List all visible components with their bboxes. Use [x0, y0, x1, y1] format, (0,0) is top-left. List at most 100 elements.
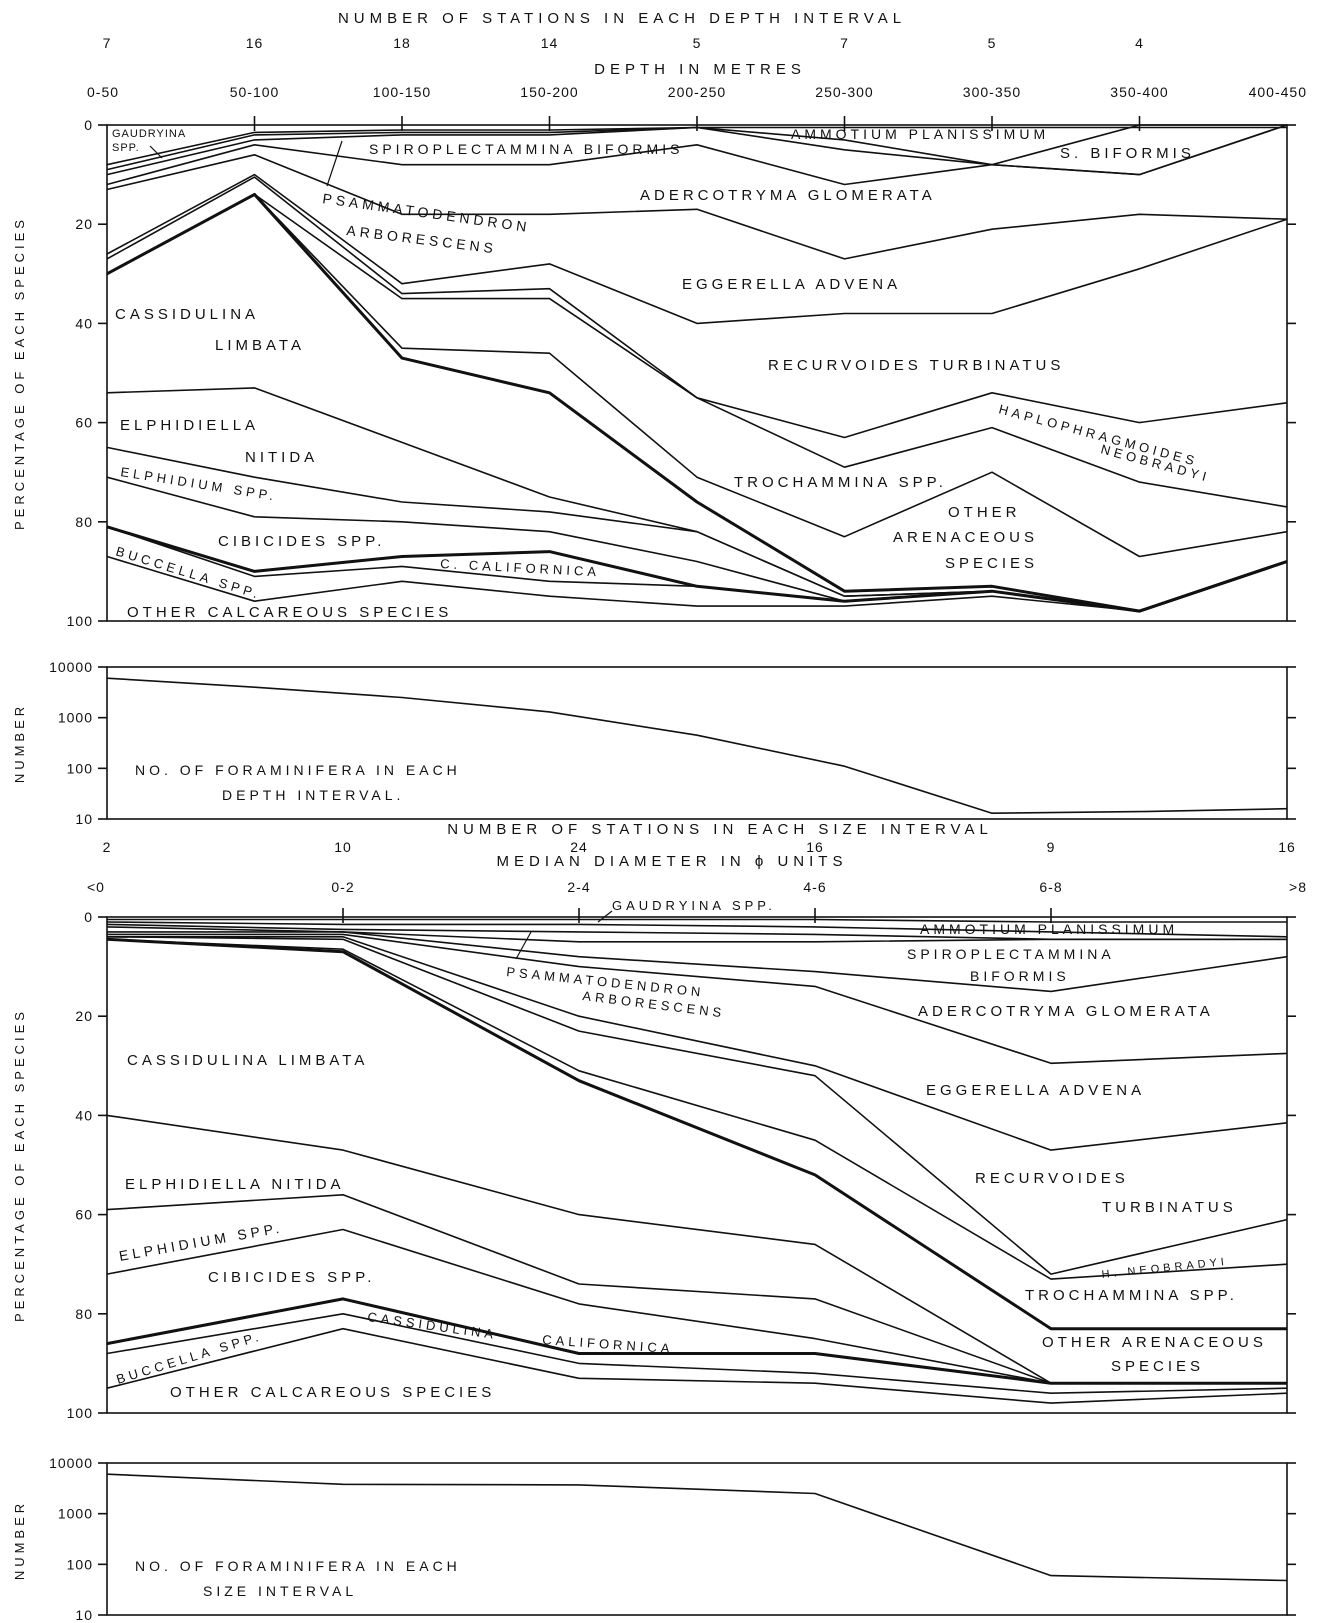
label-cassidulina-limbata-size: CASSIDULINA LIMBATA — [127, 1052, 368, 1069]
depth-station-count: 5 — [693, 35, 702, 51]
label-spiroplectammina-biformis-depth: SPIROPLECTAMMINA BIFORMIS — [369, 141, 683, 157]
label-c-californica-depth: C. CALIFORNICA — [440, 556, 601, 579]
depth-boundary-line — [106, 193, 1288, 558]
size-station-count: 16 — [1278, 839, 1296, 855]
depth-y-tick-label: 20 — [75, 216, 93, 232]
depth-y-tick-label: 80 — [75, 514, 93, 530]
size-count-y-tick-label: 100 — [67, 1556, 93, 1572]
label-ammotium-planissimum-depth: AMMOTIUM PLANISSIMUM — [791, 126, 1049, 142]
psammatodendron-leader-depth — [326, 140, 343, 187]
label-trochammina-depth: TROCHAMMINA SPP. — [734, 474, 947, 491]
depth-station-count: 7 — [103, 35, 112, 51]
size-y-tick-label: 100 — [67, 1405, 93, 1421]
size-percentage-panel: NUMBER OF STATIONS IN EACH SIZE INTERVAL… — [12, 821, 1306, 1421]
size-boundary-line — [106, 936, 1288, 1275]
label-h-neobradyi-size: H. NEOBRADYI — [1101, 1256, 1228, 1281]
size-boundary-line — [106, 1327, 1288, 1404]
depth-station-count: 4 — [1135, 35, 1144, 51]
psammatodendron-leader-size — [515, 931, 532, 960]
label-ammotium-planissimum-size: AMMOTIUM PLANISSIMUM — [920, 921, 1178, 937]
depth-plot-frame — [106, 124, 1288, 622]
label-spiroplectammina-size: SPIROPLECTAMMINA — [907, 946, 1115, 962]
label-elphidiella-nitida-size: ELPHIDIELLA NITIDA — [125, 1176, 345, 1193]
size-boundary-lines — [106, 918, 1288, 1404]
depth-count-y-ticks: 10000 1000 100 10 — [49, 659, 1296, 827]
label-eggerella-advena-size: EGGERELLA ADVENA — [926, 1082, 1145, 1099]
label-gaudryina-spp-depth-2: SPP. — [112, 142, 140, 154]
size-category-label: 0-2 — [331, 879, 354, 895]
gaudryina-leader-size — [597, 910, 613, 923]
gaudryina-leader-depth — [149, 145, 163, 159]
depth-category-label: 50-100 — [230, 84, 280, 100]
size-count-y-tick-label: 1000 — [58, 1506, 93, 1522]
size-boundary-line — [107, 936, 1288, 1151]
size-stations-title: NUMBER OF STATIONS IN EACH SIZE INTERVAL — [447, 821, 993, 838]
size-count-y-ticks: 10000 1000 100 10 — [49, 1455, 1296, 1623]
depth-station-count: 18 — [393, 35, 411, 51]
size-y-tick-label: 0 — [84, 909, 93, 925]
size-boundary-line — [106, 1313, 1288, 1394]
size-station-count: 24 — [570, 839, 588, 855]
label-other-arenaceous-size: OTHER ARENACEOUS — [1042, 1334, 1267, 1351]
size-y-ticks: 0 20 40 60 80 100 — [67, 909, 1296, 1421]
size-boundary-line — [106, 1297, 1287, 1385]
label-other-calcareous-size: OTHER CALCAREOUS SPECIES — [170, 1384, 495, 1401]
depth-category-label: 300-350 — [963, 84, 1021, 100]
size-count-frame — [106, 1462, 1288, 1616]
size-boundary-line — [106, 937, 1287, 1331]
depth-count-y-tick-label: 1000 — [58, 710, 93, 726]
size-plot-frame — [106, 916, 1288, 1414]
size-count-y-tick-label: 10 — [75, 1607, 93, 1623]
depth-count-y-tick-label: 10 — [75, 811, 93, 827]
depth-boundary-line — [106, 555, 1288, 612]
depth-count-y-axis-title: NUMBER — [12, 703, 27, 783]
label-other-calcareous-depth: OTHER CALCAREOUS SPECIES — [127, 604, 452, 621]
label-recurvoides-turbinatus-depth: RECURVOIDES TURBINATUS — [768, 357, 1064, 374]
label-arenaceous-depth: ARENACEOUS — [893, 529, 1038, 546]
size-station-count: 2 — [103, 839, 112, 855]
label-cibicides-depth: CIBICIDES SPP. — [218, 533, 385, 550]
depth-boundary-line — [106, 192, 1288, 613]
depth-scale-title: DEPTH IN METRES — [594, 61, 806, 78]
size-boundary-line — [106, 1228, 1287, 1384]
label-biformis-size: BIFORMIS — [970, 968, 1070, 984]
depth-boundary-line — [106, 526, 1288, 612]
depth-boundary-lines — [106, 124, 1288, 613]
label-limbata-depth: LIMBATA — [215, 337, 305, 354]
label-adercotryma-glomerata-size: ADERCOTRYMA GLOMERATA — [918, 1003, 1214, 1020]
depth-boundary-line — [106, 154, 1288, 260]
depth-percentage-panel: NUMBER OF STATIONS IN EACH DEPTH INTERVA… — [12, 10, 1306, 629]
size-count-panel: 10000 1000 100 10 NUMBER NO. OF FORAMINIFER… — [12, 1455, 1296, 1623]
label-turbinatus-size: TURBINATUS — [1102, 1199, 1237, 1216]
depth-stations-title: NUMBER OF STATIONS IN EACH DEPTH INTERVA… — [338, 10, 906, 27]
depth-count-y-tick-label: 10000 — [49, 659, 93, 675]
depth-station-count: 16 — [246, 35, 264, 51]
depth-y-ticks: 0 20 40 60 80 100 — [67, 117, 1296, 629]
depth-y-tick-label: 100 — [67, 613, 93, 629]
size-station-count: 16 — [806, 839, 824, 855]
size-boundary-line — [107, 918, 1287, 923]
size-station-count: 10 — [334, 839, 352, 855]
size-y-tick-label: 60 — [75, 1207, 93, 1223]
label-recurvoides-size: RECURVOIDES — [975, 1170, 1129, 1187]
depth-boundary-line — [106, 173, 1288, 325]
label-gaudryina-spp-depth: GAUDRYINA — [112, 128, 186, 140]
depth-y-tick-label: 40 — [75, 315, 93, 331]
label-other-depth: OTHER — [948, 504, 1021, 521]
depth-count-annotation: NO. OF FORAMINIFERA IN EACH — [135, 762, 461, 778]
label-trochammina-size: TROCHAMMINA SPP. — [1025, 1287, 1238, 1304]
label-elphidiella-depth: ELPHIDIELLA — [120, 417, 259, 434]
size-category-label: 4-6 — [803, 879, 826, 895]
depth-y-axis-title: PERCENTAGE OF EACH SPECIES — [12, 216, 27, 530]
depth-station-count: 14 — [541, 35, 559, 51]
label-cibicides-size: CIBICIDES SPP. — [208, 1269, 375, 1286]
size-count-y-axis-title: NUMBER — [12, 1500, 27, 1580]
depth-count-panel: 10000 1000 100 10 NUMBER NO. OF FORAMINIFER… — [12, 659, 1296, 827]
depth-count-annotation-2: DEPTH INTERVAL. — [222, 787, 404, 803]
depth-boundary-line — [106, 124, 1288, 186]
size-count-annotation-2: SIZE INTERVAL — [203, 1583, 357, 1599]
depth-station-count: 5 — [988, 35, 997, 51]
size-boundary-line — [106, 926, 1287, 943]
size-count-annotation: NO. OF FORAMINIFERA IN EACH — [135, 1558, 461, 1574]
